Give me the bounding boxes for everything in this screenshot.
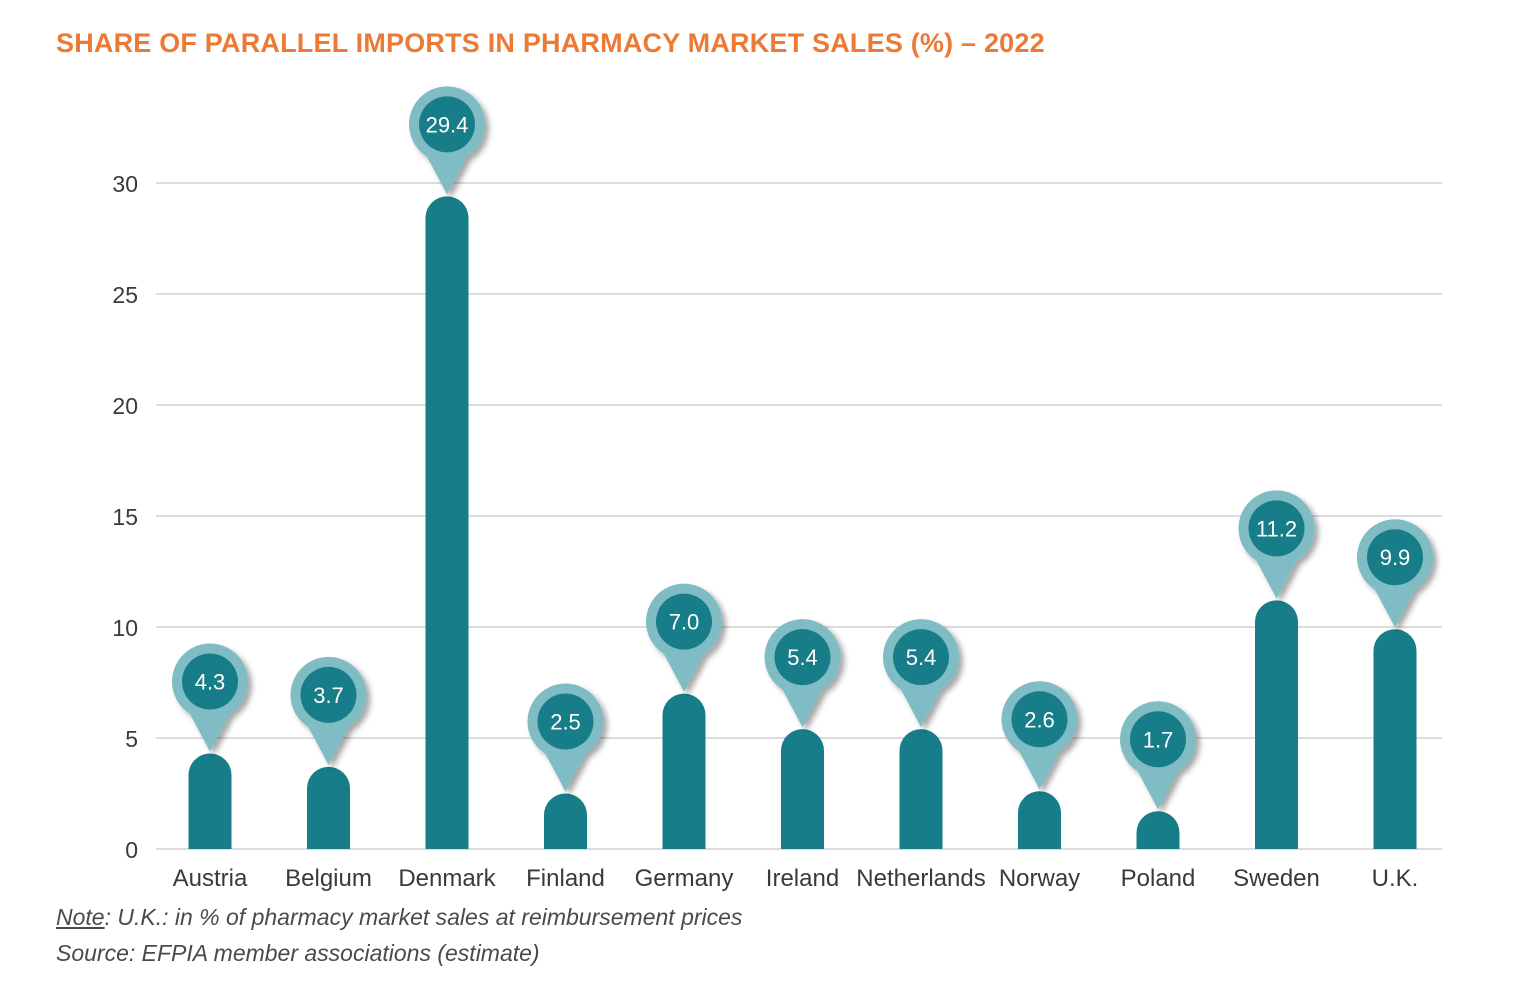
data-label: 4.3 xyxy=(195,670,226,695)
value-marker-core xyxy=(1011,691,1068,748)
bar xyxy=(425,196,469,849)
bar-group: 5.4 xyxy=(764,619,841,849)
x-tick-label: Austria xyxy=(173,865,248,892)
data-label: 2.5 xyxy=(550,710,581,735)
x-tick-label: Germany xyxy=(635,865,734,892)
y-tick-label: 30 xyxy=(112,171,138,197)
bar-group: 3.7 xyxy=(290,656,367,849)
bar-group: 2.6 xyxy=(1001,681,1078,849)
value-marker-core xyxy=(774,629,831,686)
x-tick-label: U.K. xyxy=(1372,865,1419,892)
data-label: 9.9 xyxy=(1380,545,1411,570)
bar xyxy=(307,766,350,849)
chart-note: Note: U.K.: in % of pharmacy market sale… xyxy=(56,904,742,931)
value-marker-core xyxy=(1130,711,1186,768)
value-marker-core xyxy=(893,629,949,686)
bar-group: 29.4 xyxy=(409,86,485,849)
x-tick-label: Finland xyxy=(526,865,605,892)
data-label: 7.0 xyxy=(669,610,700,635)
y-tick-label: 0 xyxy=(125,837,138,863)
x-tick-label: Denmark xyxy=(398,865,496,892)
value-marker-core xyxy=(656,593,712,650)
bar-group: 2.5 xyxy=(527,683,604,849)
value-marker-core xyxy=(300,666,357,723)
bar xyxy=(899,729,943,849)
bar-group: 4.3 xyxy=(172,643,248,849)
value-marker-core xyxy=(1367,529,1423,586)
bar-group: 1.7 xyxy=(1120,701,1196,849)
y-tick-label: 20 xyxy=(112,393,138,419)
note-text: : U.K.: in % of pharmacy market sales at… xyxy=(104,904,743,930)
bar xyxy=(1255,600,1298,849)
x-tick-label: Ireland xyxy=(766,865,839,892)
note-label: Note xyxy=(56,904,105,930)
bar xyxy=(781,729,824,849)
bar xyxy=(1136,811,1180,849)
bar-group: 9.9 xyxy=(1356,519,1434,849)
x-tick-label: Netherlands xyxy=(856,865,985,892)
value-marker-core xyxy=(537,693,594,750)
bar-group: 7.0 xyxy=(646,583,722,849)
bar-chart: 0 5 10 15 20 25 30 4.3 3.7 29.4 2.5 7.0 5.4 5.4 2.6 1.… xyxy=(112,86,1442,892)
y-tick-label: 10 xyxy=(112,615,138,641)
value-marker-core xyxy=(419,96,475,153)
data-label: 1.7 xyxy=(1143,727,1174,752)
x-tick-label: Poland xyxy=(1121,865,1196,892)
bar xyxy=(1018,791,1061,849)
y-tick-label: 5 xyxy=(125,726,138,752)
data-label: 5.4 xyxy=(787,645,818,670)
data-label: 11.2 xyxy=(1256,516,1297,541)
x-tick-label: Sweden xyxy=(1233,865,1320,892)
data-label: 5.4 xyxy=(906,645,937,670)
y-tick-label: 25 xyxy=(112,282,138,308)
value-marker-core xyxy=(1248,500,1305,557)
x-tick-label: Norway xyxy=(999,865,1080,892)
bar xyxy=(662,693,706,849)
y-tick-label: 15 xyxy=(112,504,138,530)
data-label: 2.6 xyxy=(1024,707,1055,732)
value-marker-core xyxy=(182,653,238,710)
data-label: 3.7 xyxy=(313,683,344,708)
chart-title: SHARE OF PARALLEL IMPORTS IN PHARMACY MA… xyxy=(56,28,1045,58)
x-tick-label: Belgium xyxy=(285,865,372,892)
bar-group: 11.2 xyxy=(1238,490,1315,849)
chart-source: Source: EFPIA member associations (estim… xyxy=(56,940,540,966)
bar xyxy=(544,793,587,849)
bar xyxy=(188,753,232,849)
bar-group: 5.4 xyxy=(883,619,959,849)
bar xyxy=(1373,629,1417,849)
data-label: 29.4 xyxy=(426,112,469,137)
